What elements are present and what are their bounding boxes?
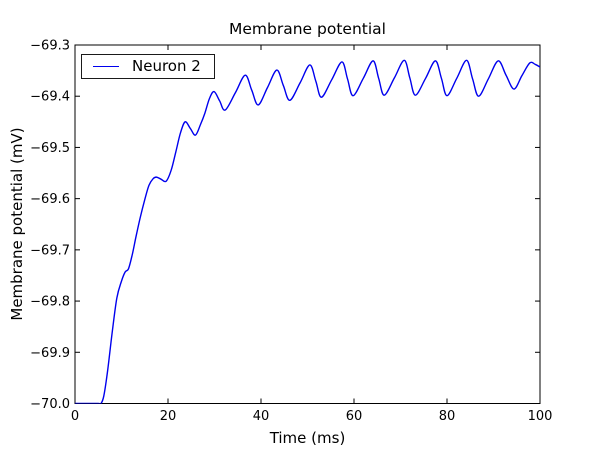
y-tick-label: −69.3 [30, 39, 70, 54]
x-tick-label: 80 [439, 409, 456, 424]
x-axis-label: Time (ms) [269, 429, 346, 447]
y-tick-label: −69.7 [30, 243, 70, 258]
x-tick-label: 0 [71, 409, 79, 424]
y-tick-label: −69.4 [30, 90, 70, 105]
legend-line-sample [93, 66, 119, 67]
y-tick-label: −69.6 [30, 192, 70, 207]
legend: Neuron 2 [81, 54, 215, 79]
membrane-potential-line [75, 59, 540, 404]
y-tick-label: −69.5 [30, 141, 70, 156]
x-tick-label: 100 [528, 409, 553, 424]
axes-frame [74, 44, 541, 404]
x-tick-label: 60 [346, 409, 363, 424]
y-tick-label: −69.8 [30, 295, 70, 310]
y-axis-label: Membrane potential (mV) [8, 127, 26, 321]
chart-title: Membrane potential [229, 20, 386, 38]
x-tick-label: 20 [160, 409, 177, 424]
y-tick-label: −70.0 [30, 397, 70, 412]
x-tick-label: 40 [253, 409, 270, 424]
y-tick-label: −69.9 [30, 346, 70, 361]
legend-label: Neuron 2 [132, 57, 201, 75]
